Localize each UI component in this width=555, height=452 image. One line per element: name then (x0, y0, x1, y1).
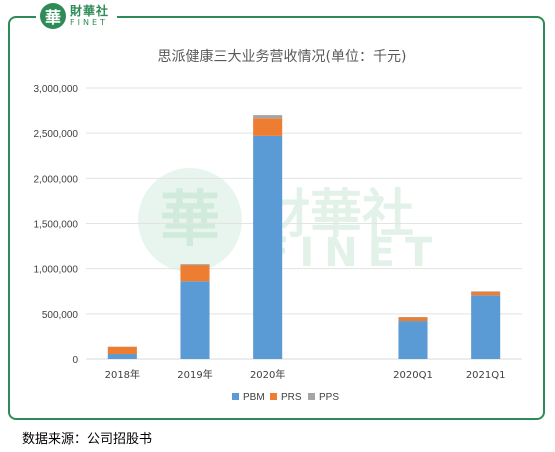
logo-text: 財華社 FINET (70, 5, 109, 27)
chart-title: 思派健康三大业务营收情况(单位：千元) (158, 48, 407, 65)
legend: PBM PRS PPS (232, 392, 339, 403)
bar-segment-prs (398, 317, 428, 322)
legend-label: PPS (319, 392, 339, 403)
legend-swatch (308, 393, 315, 400)
bar-segment-prs (107, 346, 137, 355)
logo-name-en: FINET (70, 18, 108, 27)
y-axis-ticks: 0 500,000 1,000,000 1,500,000 2,000,000 2,500… (34, 84, 79, 366)
legend-swatch (232, 393, 239, 400)
chart-frame (8, 16, 545, 420)
bar-segment-prs (253, 118, 283, 136)
bar-segment-pps (253, 115, 283, 119)
legend-label: PBM (243, 392, 265, 403)
logo-name-cn: 財華社 (70, 4, 110, 18)
bar-segment-pbm (180, 281, 210, 359)
bar-segment-pps (180, 264, 210, 266)
x-tick-label: 2018年 (105, 368, 140, 381)
bar-segment-prs (471, 291, 501, 296)
legend-swatch (270, 393, 277, 400)
x-tick-label: 2021Q1 (466, 370, 506, 381)
x-axis-labels: 2018年 2019年 2020年 2020Q1 2021Q1 (105, 368, 506, 381)
y-tick-label: 2,500,000 (34, 129, 79, 140)
bar-segment-prs (180, 265, 210, 282)
y-tick-label: 2,000,000 (34, 174, 79, 185)
y-tick-label: 0 (72, 355, 78, 366)
bar-segment-pbm (107, 354, 137, 359)
watermark-seal-char: 華 (160, 185, 220, 255)
bars (107, 115, 501, 359)
bar-segment-pbm (253, 135, 283, 359)
watermark: 華 財華社 FINET (138, 168, 432, 276)
finet-logo: 華 財華社 FINET (36, 2, 118, 30)
x-tick-label: 2020年 (250, 368, 285, 381)
bar-segment-pbm (471, 295, 501, 359)
y-tick-label: 1,500,000 (34, 220, 79, 231)
x-tick-label: 2019年 (177, 368, 212, 381)
x-tick-label: 2020Q1 (393, 370, 433, 381)
watermark-name-cn: 財華社 (258, 185, 414, 245)
y-tick-label: 1,000,000 (34, 265, 79, 276)
bar-segment-pbm (398, 321, 428, 359)
logo-seal-icon: 華 (40, 3, 66, 29)
gridlines (86, 87, 522, 315)
y-tick-label: 500,000 (42, 310, 79, 321)
legend-label: PRS (281, 392, 302, 403)
source-note: 数据来源：公司招股书 (22, 432, 153, 447)
watermark-seal-icon (138, 168, 242, 272)
y-tick-label: 3,000,000 (34, 84, 79, 95)
